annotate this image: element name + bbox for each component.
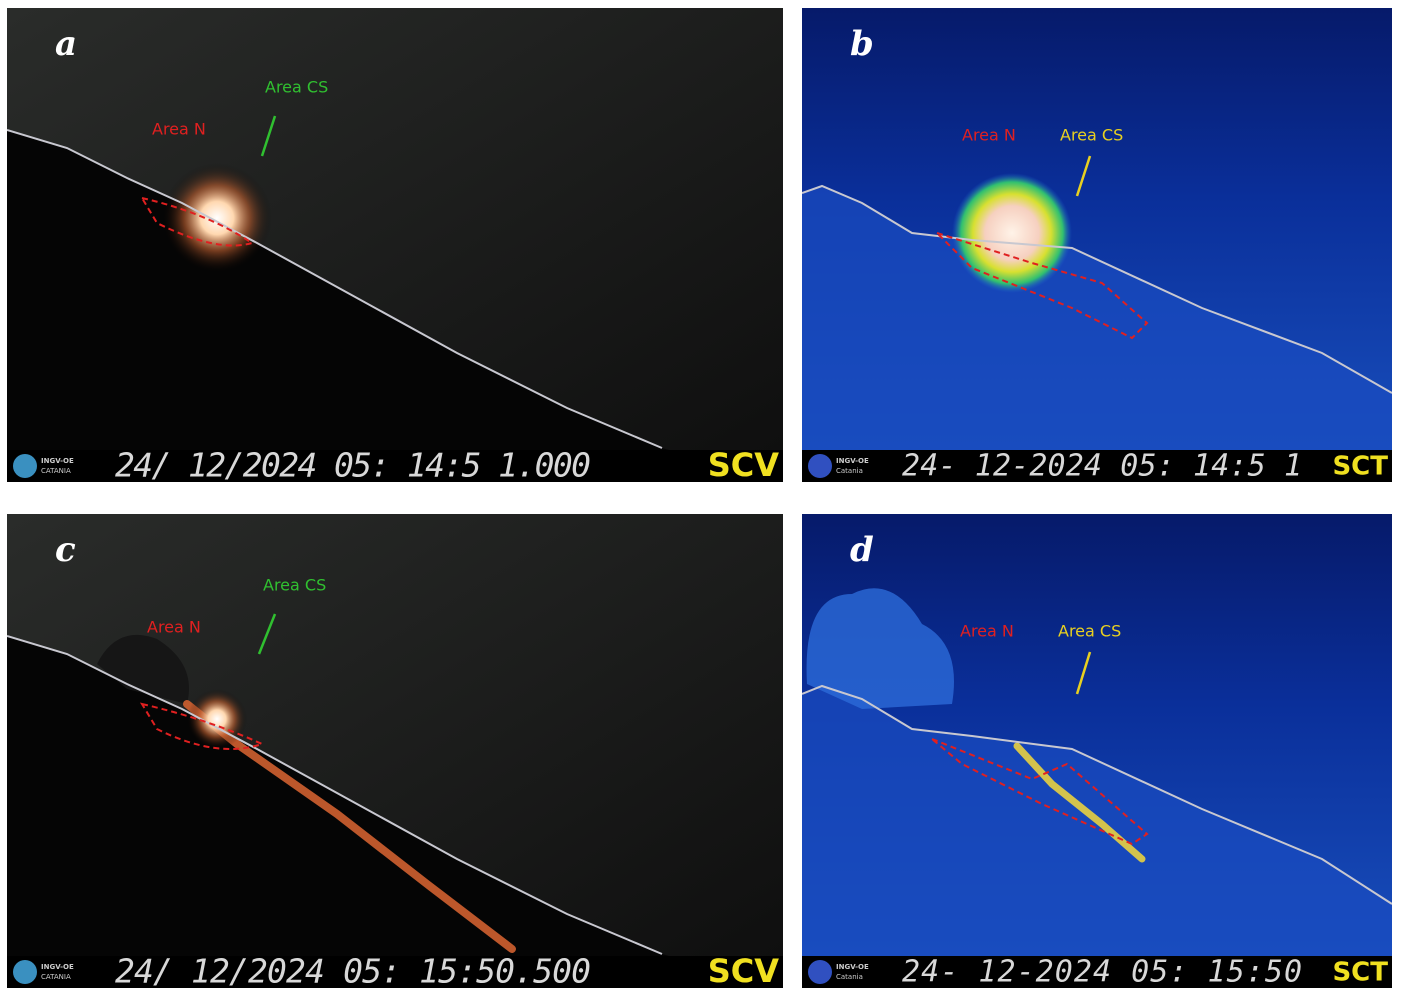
hot-spot bbox=[952, 173, 1072, 293]
area-cs-label: Area CS bbox=[1058, 622, 1121, 641]
logo-bottom: CATANIA bbox=[41, 467, 71, 475]
logo-bottom: Catania bbox=[836, 467, 863, 475]
logo-globe bbox=[808, 960, 832, 984]
panel-label: a bbox=[55, 24, 77, 64]
area-n-label: Area N bbox=[147, 618, 201, 637]
area-cs-label: Area CS bbox=[1060, 126, 1123, 145]
panel-visible-c: c Area N Area CS INGV-OE CATANIA 24/ 12/2024 … bbox=[7, 514, 783, 988]
camera-id: SCV bbox=[708, 446, 780, 482]
panel-label: b bbox=[850, 24, 874, 64]
panel-thermal-b: b Area N Area CS INGV-OE Catania 24- 12-2024 … bbox=[802, 8, 1392, 482]
timestamp: 24/ 12/2024 05: 14:5 1.000 bbox=[115, 446, 591, 483]
timestamp: 24- 12-2024 05: 15:50 bbox=[902, 955, 1302, 988]
area-n-label: Area N bbox=[962, 126, 1016, 145]
panel-thermal-d: d Area N Area CS INGV-OE Catania 24- 12-2024 … bbox=[802, 514, 1392, 988]
area-cs-label: Area CS bbox=[263, 576, 326, 595]
area-n-label: Area N bbox=[152, 120, 206, 139]
camera-id: SCT bbox=[1332, 958, 1388, 988]
logo-globe bbox=[808, 454, 832, 478]
logo-top: INGV-OE bbox=[836, 457, 869, 465]
logo-top: INGV-OE bbox=[41, 963, 74, 971]
logo-bottom: CATANIA bbox=[41, 973, 71, 981]
logo-globe bbox=[13, 960, 37, 984]
camera-id: SCV bbox=[708, 952, 780, 988]
panel-label: d bbox=[850, 530, 874, 570]
logo-globe bbox=[13, 454, 37, 478]
logo-top: INGV-OE bbox=[836, 963, 869, 971]
hot-spot bbox=[162, 163, 272, 273]
panel-label: c bbox=[55, 530, 76, 570]
timestamp: 24- 12-2024 05: 14:5 1 bbox=[902, 449, 1302, 483]
figure: a Area N Area CS INGV-OE CATANIA 24/ 12/2024 … bbox=[0, 0, 1404, 988]
panel-visible-a: a Area N Area CS INGV-OE CATANIA 24/ 12/2024 … bbox=[7, 8, 783, 482]
logo-top: INGV-OE bbox=[41, 457, 74, 465]
area-cs-label: Area CS bbox=[265, 78, 328, 97]
timestamp: 24/ 12/2024 05: 15:50.500 bbox=[115, 952, 591, 988]
area-n-label: Area N bbox=[960, 622, 1014, 641]
camera-id: SCT bbox=[1332, 452, 1388, 482]
logo-bottom: Catania bbox=[836, 973, 863, 981]
